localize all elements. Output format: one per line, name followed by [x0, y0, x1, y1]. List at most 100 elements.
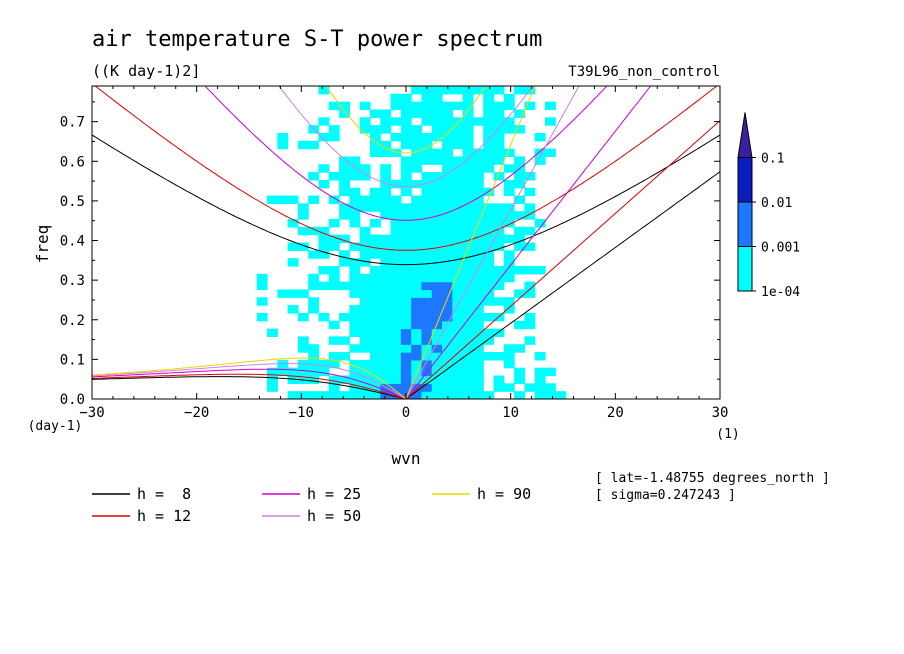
spectrum-cell [390, 242, 402, 251]
spectrum-cell [369, 281, 381, 291]
spectrum-cell [514, 367, 525, 377]
spectrum-cell [390, 226, 402, 236]
spectrum-cell [380, 125, 392, 134]
spectrum-cell [483, 148, 495, 158]
spectrum-cell [390, 367, 402, 377]
spectrum-cell [452, 250, 464, 259]
spectrum-cell [472, 265, 484, 275]
spectrum-cell [462, 187, 474, 197]
spectrum-cell [452, 281, 464, 291]
spectrum-cell [380, 203, 392, 212]
spectrum-cell [524, 320, 536, 330]
spectrum-cell [359, 328, 371, 337]
spectrum-cell [452, 125, 464, 134]
spectrum-cell [390, 312, 402, 322]
spectrum-cell [431, 281, 443, 291]
spectrum-cell [369, 336, 381, 345]
spectrum-cell [472, 148, 484, 158]
spectrum-cell [462, 258, 474, 267]
spectrum-cell [400, 281, 412, 291]
colorbar-arrow [737, 112, 753, 158]
spectrum-cell [308, 140, 320, 150]
spectrum-cell [359, 281, 371, 291]
spectrum-cell [369, 375, 381, 384]
spectrum-cell [318, 359, 330, 369]
spectrum-cell [431, 148, 443, 158]
spectrum-cell [359, 164, 371, 173]
spectrum-cell [472, 179, 484, 189]
y-axis-label: freq [33, 225, 52, 264]
spectrum-cell [297, 391, 309, 399]
spectrum-cell [462, 140, 474, 150]
axis-ticks: −30 −20 −10 0 10 20 30 0.0 0.1 0.2 0.3 0.4 0.5 0.6 0.7 [60, 86, 728, 421]
spectrum-cell [318, 226, 330, 236]
spectrum-cell [380, 234, 392, 244]
spectrum-cell [442, 156, 453, 165]
spectrum-cell [462, 367, 474, 377]
units-label: ((K day-1)2] [92, 62, 200, 80]
spectrum-cell [318, 234, 330, 244]
spectrum-cell [452, 179, 464, 189]
spectrum-cell [431, 86, 443, 95]
spectrum-cell [380, 265, 392, 275]
spectrum-cell [349, 281, 361, 291]
spectrum-cell [369, 242, 381, 251]
spectrum-cell [390, 132, 402, 142]
spectrum-cell [442, 101, 453, 111]
spectrum-cell [421, 328, 433, 337]
spectrum-cell [256, 297, 268, 306]
y-tick-label: 0.5 [60, 194, 85, 210]
spectrum-cell [524, 242, 536, 251]
x-tick-label: 0 [402, 405, 410, 421]
spectrum-cell [514, 391, 525, 399]
spectrum-cell [503, 265, 515, 275]
spectrum-cell [514, 211, 525, 220]
spectrum-cell [318, 179, 330, 189]
spectrum-cell [483, 125, 495, 134]
spectrum-cell [349, 242, 361, 251]
spectrum-cell [328, 273, 340, 283]
spectrum-cell [472, 352, 484, 361]
spectrum-cell [442, 312, 453, 322]
spectrum-cell [503, 359, 515, 369]
spectrum-cell [380, 148, 392, 158]
spectrum-cell [380, 179, 392, 189]
spectrum-cell [390, 305, 402, 314]
spectrum-cell [462, 383, 474, 392]
spectrum-cell [297, 226, 309, 236]
spectrum-cell [503, 250, 515, 259]
spectrum-cell [390, 273, 402, 283]
spectrum-cell [411, 352, 423, 361]
spectrum-cell [431, 156, 443, 165]
spectrum-cell [369, 140, 381, 150]
spectrum-cell [308, 281, 320, 291]
spectrum-cell [369, 187, 381, 197]
spectrum-cell [442, 164, 453, 173]
spectrum-cell [431, 297, 443, 306]
spectrum-cell [442, 344, 453, 353]
spectrum-cell [369, 148, 381, 158]
spectrum-cell [308, 226, 320, 236]
spectrum-cell [514, 375, 525, 384]
spectrum-cell [339, 179, 350, 189]
spectrum-cell [442, 172, 453, 181]
spectrum-cell [287, 219, 299, 228]
spectrum-cell [339, 336, 350, 345]
spectrum-cell [308, 375, 320, 384]
spectrum-cell [452, 312, 464, 322]
spectrum-cell [493, 172, 505, 181]
spectrum-cell [544, 383, 556, 392]
spectrum-cell [390, 93, 402, 103]
spectrum-cell [359, 375, 371, 384]
spectrum-cell [493, 148, 505, 158]
spectrum-cell [493, 211, 505, 220]
spectrum-cell [452, 219, 464, 228]
spectrum-cell [493, 125, 505, 134]
spectrum-cell [349, 187, 361, 197]
spectrum-cell [503, 211, 515, 220]
spectrum-cell [514, 242, 525, 251]
spectrum-cell [267, 383, 278, 392]
spectrum-cell [524, 265, 536, 275]
spectrum-cell [380, 367, 392, 377]
spectrum-cell [328, 281, 340, 291]
